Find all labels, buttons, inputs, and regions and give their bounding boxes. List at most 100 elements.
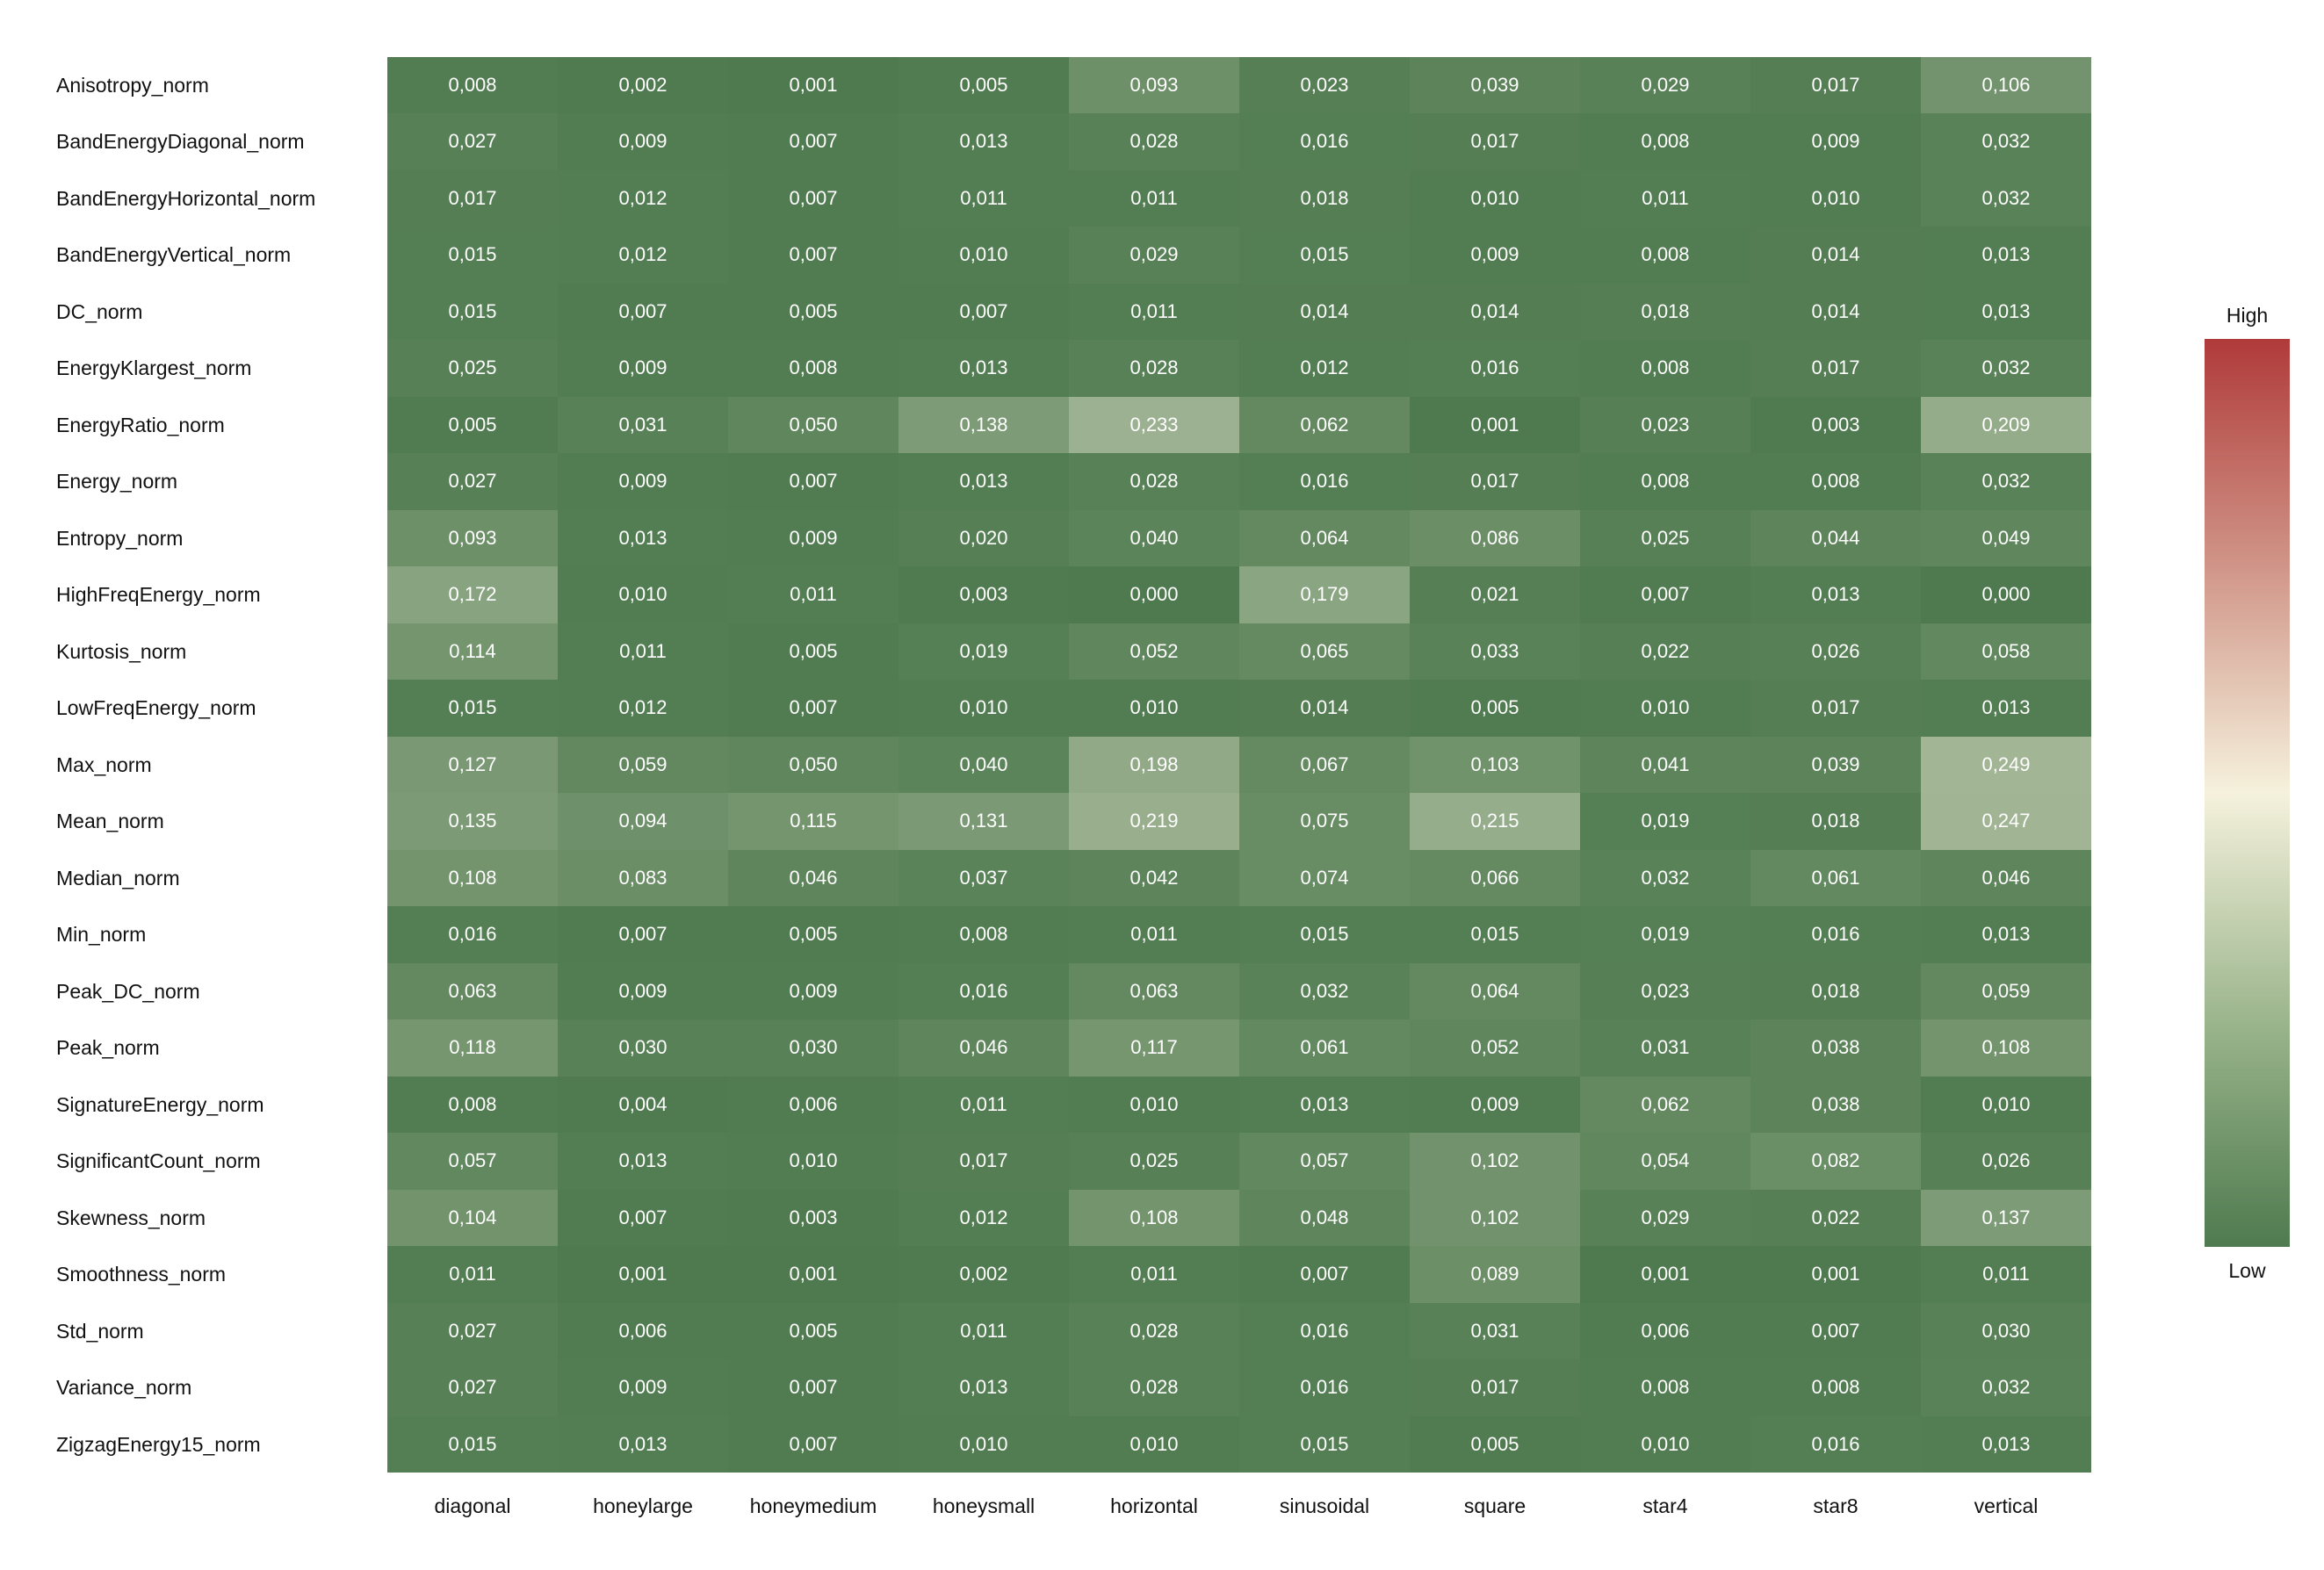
- heatmap-cell: [1410, 1076, 1580, 1133]
- heatmap-cell-value: 0,011: [1982, 1263, 2030, 1285]
- heatmap-cell-value: 0,026: [1981, 1149, 2031, 1171]
- heatmap-cell-value: 0,007: [789, 1432, 838, 1455]
- heatmap-cell: [1580, 1133, 1750, 1190]
- heatmap-cell: [558, 1133, 728, 1190]
- heatmap-cell-value: 0,233: [1130, 413, 1179, 436]
- heatmap-cell: [1410, 396, 1580, 453]
- heatmap-cell-value: 0,015: [448, 243, 497, 265]
- heatmap-cell-value: 0,011: [960, 1092, 1007, 1115]
- heatmap-cell: [1069, 849, 1239, 906]
- heatmap-cell-value: 0,009: [1811, 130, 1860, 152]
- heatmap-cell-value: 0,127: [448, 753, 497, 775]
- heatmap-cell: [1921, 113, 2091, 170]
- heatmap-cell: [1921, 227, 2091, 284]
- row-label: Mean_norm: [56, 810, 164, 832]
- heatmap-cell: [1239, 566, 1410, 623]
- heatmap-cell: [1921, 566, 2091, 623]
- heatmap-cell-value: 0,026: [1811, 639, 1860, 662]
- heatmap-cell-value: 0,005: [959, 73, 1008, 96]
- heatmap-cell: [1580, 623, 1750, 680]
- heatmap-cell-value: 0,015: [1300, 1432, 1349, 1455]
- heatmap-cell-value: 0,028: [1130, 130, 1179, 152]
- heatmap-cell: [899, 962, 1069, 1019]
- heatmap-cell: [1069, 1415, 1239, 1473]
- heatmap-cell-value: 0,008: [448, 73, 497, 96]
- heatmap-cell-value: 0,012: [959, 1206, 1008, 1228]
- row-label: Entropy_norm: [56, 526, 184, 550]
- heatmap-cell-value: 0,017: [1470, 130, 1519, 152]
- heatmap-cell-value: 0,093: [1130, 73, 1179, 96]
- heatmap-cell: [558, 1189, 728, 1246]
- heatmap-cell: [1410, 56, 1580, 113]
- heatmap-cell: [1750, 623, 1921, 680]
- heatmap-cell-value: 0,029: [1641, 1206, 1690, 1228]
- heatmap-cell-value: 0,075: [1300, 810, 1349, 832]
- heatmap-cell: [728, 169, 899, 227]
- heatmap-cell-value: 0,025: [448, 356, 497, 378]
- heatmap-cell-value: 0,037: [959, 866, 1008, 889]
- heatmap-cell: [1921, 793, 2091, 850]
- heatmap-cell: [1069, 169, 1239, 227]
- row-label: SignatureEnergy_norm: [56, 1092, 264, 1116]
- heatmap-cell: [728, 1302, 899, 1359]
- heatmap-cell-value: 0,007: [1300, 1263, 1349, 1285]
- heatmap-cell: [1921, 283, 2091, 340]
- heatmap-cell-value: 0,015: [1470, 923, 1519, 945]
- heatmap-cell-value: 0,135: [448, 810, 497, 832]
- heatmap-cell-value: 0,172: [448, 583, 497, 605]
- heatmap-cell: [1410, 566, 1580, 623]
- heatmap-cell-value: 0,046: [1981, 866, 2031, 889]
- heatmap-cell: [387, 1019, 558, 1077]
- heatmap-cell-value: 0,118: [449, 1036, 496, 1058]
- heatmap-cell-value: 0,015: [1300, 923, 1349, 945]
- heatmap-cell-value: 0,117: [1130, 1036, 1178, 1058]
- heatmap-cell: [899, 793, 1069, 850]
- heatmap-cell: [558, 906, 728, 963]
- row-label: HighFreqEnergy_norm: [56, 583, 261, 606]
- heatmap-cell-value: 0,016: [1300, 1376, 1349, 1398]
- heatmap-cell-value: 0,040: [1130, 526, 1179, 549]
- heatmap-cell-value: 0,104: [448, 1206, 497, 1228]
- heatmap-cell: [1410, 340, 1580, 397]
- heatmap-cell-value: 0,066: [1470, 866, 1519, 889]
- heatmap-cell-value: 0,007: [959, 299, 1008, 322]
- heatmap-cell-value: 0,010: [959, 696, 1008, 718]
- heatmap-cell: [728, 1415, 899, 1473]
- heatmap-cell-value: 0,011: [790, 583, 837, 605]
- heatmap-cell: [728, 396, 899, 453]
- row-label: LowFreqEnergy_norm: [56, 696, 256, 719]
- heatmap-cell: [1410, 962, 1580, 1019]
- heatmap-cell-value: 0,013: [1981, 923, 2031, 945]
- heatmap-cell-value: 0,005: [1470, 1432, 1519, 1455]
- heatmap-cell-value: 0,010: [959, 1432, 1008, 1455]
- heatmap-cell: [1921, 1359, 2091, 1416]
- heatmap-cell-value: 0,021: [1470, 583, 1519, 605]
- heatmap-cell-value: 0,082: [1811, 1149, 1860, 1171]
- heatmap-cell-value: 0,032: [1300, 979, 1349, 1002]
- heatmap-cell: [728, 113, 899, 170]
- heatmap-cell-value: 0,008: [1641, 1376, 1690, 1398]
- heatmap-cell-value: 0,006: [1641, 1319, 1690, 1342]
- heatmap-cell: [1580, 509, 1750, 566]
- row-label: Peak_norm: [56, 1036, 160, 1059]
- heatmap-cell: [558, 1019, 728, 1077]
- heatmap-cell-value: 0,015: [448, 696, 497, 718]
- heatmap-cell-value: 0,011: [1130, 923, 1178, 945]
- heatmap-cell-value: 0,002: [959, 1263, 1008, 1285]
- heatmap-cell: [1069, 1019, 1239, 1077]
- heatmap-cell: [899, 566, 1069, 623]
- heatmap-cell-value: 0,005: [789, 1319, 838, 1342]
- heatmap-cell-value: 0,108: [1130, 1206, 1179, 1228]
- heatmap-cell: [1580, 340, 1750, 397]
- heatmap-cell: [558, 623, 728, 680]
- heatmap-cell: [899, 113, 1069, 170]
- heatmap-cell-value: 0,014: [1811, 299, 1860, 322]
- heatmap-cell: [1410, 227, 1580, 284]
- heatmap-cell-value: 0,007: [1641, 583, 1690, 605]
- heatmap-cell: [387, 680, 558, 737]
- heatmap-cell: [1069, 509, 1239, 566]
- heatmap-cell-value: 0,038: [1811, 1036, 1860, 1058]
- heatmap-cell: [1239, 1189, 1410, 1246]
- row-label: SignificantCount_norm: [56, 1149, 261, 1172]
- heatmap-cell: [1580, 56, 1750, 113]
